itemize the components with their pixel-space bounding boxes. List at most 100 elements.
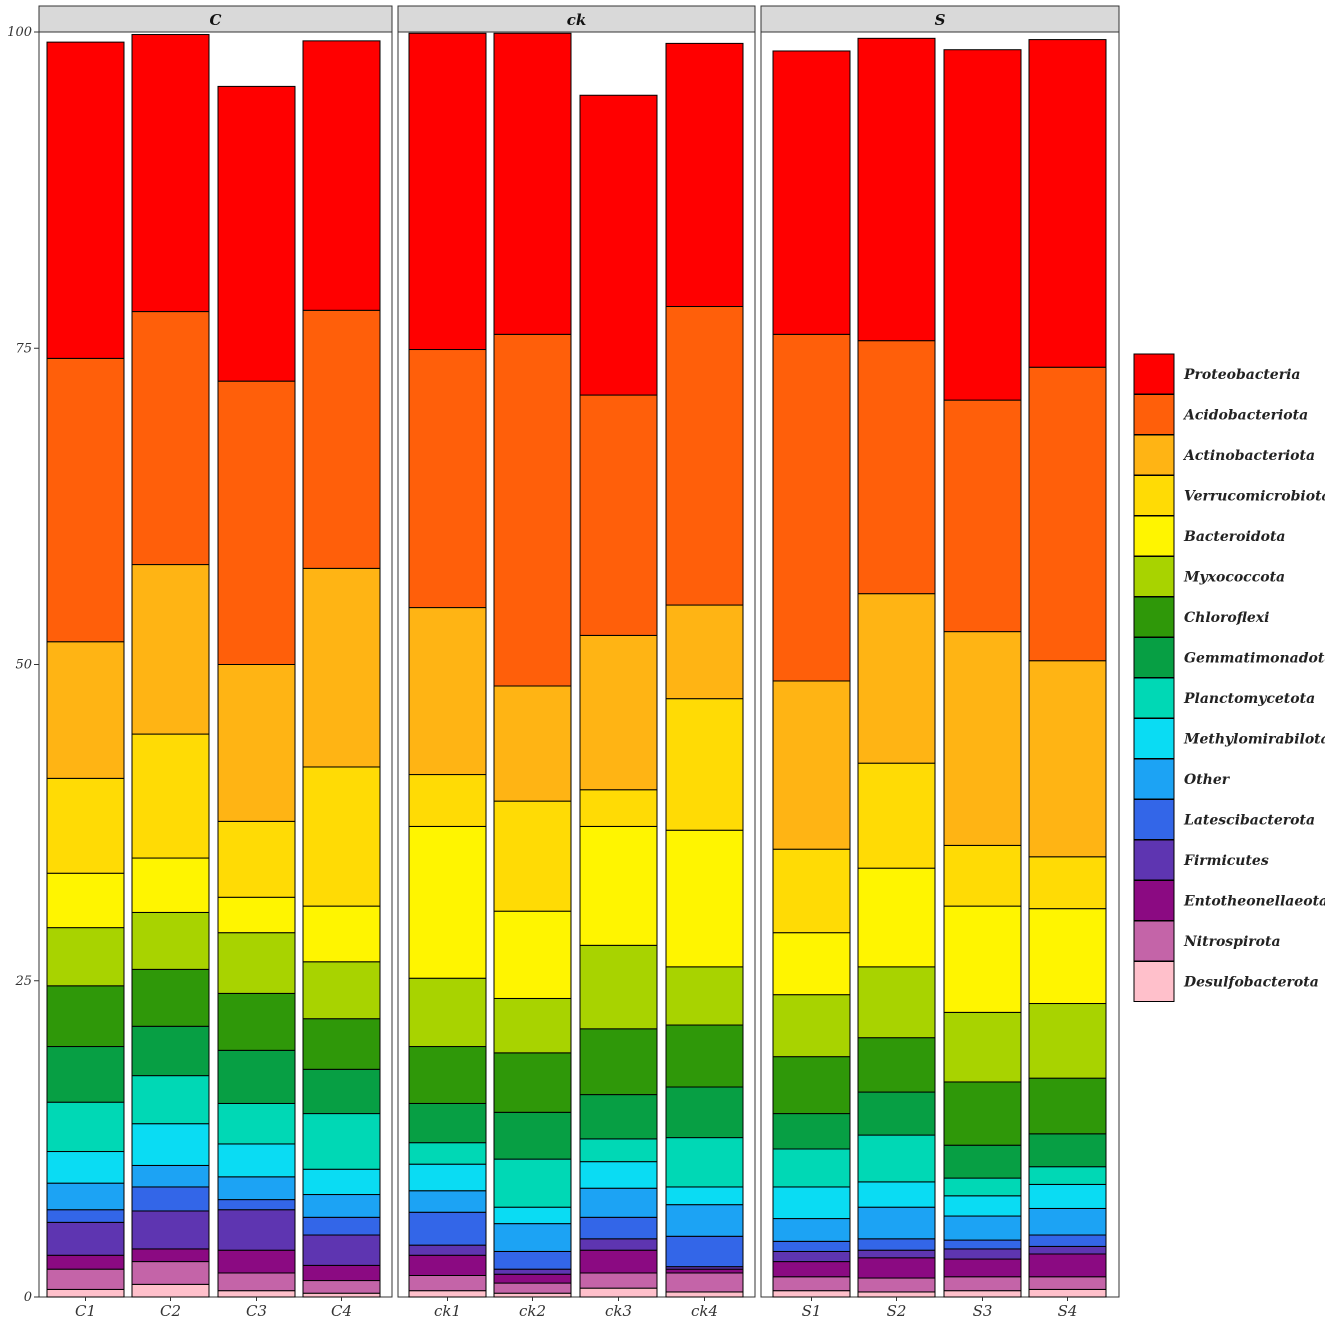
x-tick-label-C3: C3: [246, 1302, 267, 1319]
bar-segment-gemmatimonadota-ck3: [579, 1094, 658, 1140]
bar-segment-acidobacteriota-ck4: [665, 306, 744, 606]
bar-segment-methylomirabilota-C1: [46, 1151, 125, 1184]
legend-key-acidobacteriota: [1133, 394, 1175, 435]
bar-segment-nitrospirota-C1: [46, 1268, 125, 1290]
bar-segment-planctomycetota-C3: [217, 1102, 296, 1145]
bar-segment-bacteroidota-S1: [772, 932, 851, 996]
bar-segment-methylomirabilota-C4: [302, 1168, 381, 1196]
legend-key-nitrospirota: [1133, 920, 1175, 962]
x-tick-label-S1: S1: [802, 1302, 822, 1319]
bar-segment-myxococcota-S3: [943, 1011, 1022, 1083]
bar-segment-bacteroidota-ck1: [408, 825, 487, 979]
bar-segment-verrucomicrobiota-ck3: [579, 789, 658, 827]
legend-label-planctomycetota: Planctomycetota: [1183, 691, 1315, 707]
bar-segment-gemmatimonadota-ck1: [408, 1102, 487, 1144]
bar-segment-chloroflexi-S3: [943, 1081, 1022, 1146]
bar-segment-myxococcota-ck4: [665, 966, 744, 1026]
bar-segment-planctomycetota-S2: [857, 1134, 936, 1183]
bar-segment-chloroflexi-S1: [772, 1056, 851, 1115]
bar-segment-nitrospirota-C2: [131, 1261, 210, 1285]
bar-segment-planctomycetota-ck1: [408, 1142, 487, 1165]
bar-segment-actinobacteriota-C2: [131, 564, 210, 735]
bar-segment-other-C2: [131, 1164, 210, 1188]
bar-segment-verrucomicrobiota-ck2: [493, 800, 572, 912]
x-tick-label-ck2: ck2: [519, 1302, 546, 1319]
bar-segment-firmicutes-C3: [217, 1209, 296, 1251]
bar-segment-entotheonellaeota-S1: [772, 1261, 851, 1278]
bar-segment-desulfobacterota-ck4: [665, 1291, 744, 1298]
x-tick-label-ck4: ck4: [691, 1302, 718, 1319]
bar-segment-latescibacterota-C1: [46, 1209, 125, 1223]
bar-segment-acidobacteriota-S1: [772, 333, 851, 682]
bar-segment-planctomycetota-S1: [772, 1148, 851, 1188]
bar-segment-latescibacterota-S4: [1028, 1234, 1107, 1247]
bar-segment-entotheonellaeota-ck1: [408, 1254, 487, 1276]
bar-segment-myxococcota-C3: [217, 932, 296, 994]
y-tick-label: 0: [24, 1290, 32, 1305]
bar-segment-chloroflexi-C4: [302, 1018, 381, 1070]
legend-key-gemmatimonadota: [1133, 637, 1175, 678]
bar-segment-myxococcota-ck1: [408, 977, 487, 1048]
bar-segment-proteobacteria-C4: [302, 40, 381, 311]
bar-segment-chloroflexi-C1: [46, 985, 125, 1048]
bar-segment-verrucomicrobiota-S4: [1028, 856, 1107, 910]
bar-segment-firmicutes-ck1: [408, 1244, 487, 1256]
bar-segment-proteobacteria-S3: [943, 49, 1022, 401]
bar-segment-bacteroidota-ck4: [665, 829, 744, 968]
bar-segment-myxococcota-S4: [1028, 1003, 1107, 1079]
bar-segment-latescibacterota-C2: [131, 1186, 210, 1212]
bar-segment-chloroflexi-ck3: [579, 1028, 658, 1096]
bar-segment-entotheonellaeota-C1: [46, 1254, 125, 1270]
bar-segment-proteobacteria-C1: [46, 41, 125, 359]
bar-segment-nitrospirota-S1: [772, 1276, 851, 1292]
bar-segment-actinobacteriota-ck2: [493, 685, 572, 802]
bar-segment-actinobacteriota-ck1: [408, 607, 487, 776]
bar-segment-firmicutes-C2: [131, 1210, 210, 1250]
bar-segment-nitrospirota-C3: [217, 1272, 296, 1292]
bar-segment-methylomirabilota-S3: [943, 1195, 1022, 1217]
bar-segment-nitrospirota-ck1: [408, 1274, 487, 1292]
bar-segment-desulfobacterota-C1: [46, 1288, 125, 1298]
bar-segment-desulfobacterota-S3: [943, 1290, 1022, 1298]
bar-segment-desulfobacterota-ck2: [493, 1292, 572, 1298]
legend-label-bacteroidota: Bacteroidota: [1183, 529, 1286, 545]
legend-label-desulfobacterota: Desulfobacterota: [1183, 975, 1319, 991]
bar-segment-methylomirabilota-C2: [131, 1123, 210, 1166]
bar-segment-proteobacteria-ck1: [408, 32, 487, 351]
bar-segment-methylomirabilota-ck4: [665, 1186, 744, 1206]
bar-segment-entotheonellaeota-ck2: [493, 1273, 572, 1284]
bar-segment-proteobacteria-ck2: [493, 32, 572, 335]
x-tick-label-C4: C4: [331, 1302, 352, 1319]
legend-key-entotheonellaeota: [1133, 880, 1175, 921]
legend-key-verrucomicrobiota: [1133, 475, 1175, 516]
bar-segment-actinobacteriota-ck4: [665, 604, 744, 700]
bar-segment-actinobacteriota-C3: [217, 664, 296, 822]
bar-segment-actinobacteriota-S4: [1028, 660, 1107, 858]
bar-segment-entotheonellaeota-C3: [217, 1249, 296, 1274]
x-tick-label-S2: S2: [887, 1302, 907, 1319]
bar-segment-latescibacterota-ck2: [493, 1250, 572, 1270]
bar-segment-firmicutes-C1: [46, 1221, 125, 1256]
bar-segment-bacteroidota-ck2: [493, 910, 572, 999]
legend-label-chloroflexi: Chloroflexi: [1184, 610, 1269, 626]
bar-segment-methylomirabilota-S1: [772, 1186, 851, 1220]
bar-segment-proteobacteria-C2: [131, 34, 210, 313]
bar-segment-bacteroidota-C2: [131, 857, 210, 913]
y-tick-label: 75: [15, 341, 32, 356]
facet-label-S: S: [935, 11, 946, 29]
legend-key-chloroflexi: [1133, 596, 1175, 638]
bar-segment-other-C4: [302, 1194, 381, 1218]
bar-segment-planctomycetota-C1: [46, 1101, 125, 1153]
legend-label-entotheonellaeota: Entotheonellaeota: [1183, 894, 1325, 910]
bar-segment-planctomycetota-ck2: [493, 1158, 572, 1208]
bar-segment-nitrospirota-S4: [1028, 1276, 1107, 1290]
legend-key-firmicutes: [1133, 839, 1175, 881]
bar-segment-firmicutes-S1: [772, 1250, 851, 1263]
bar-segment-firmicutes-ck3: [579, 1238, 658, 1251]
legend-key-myxococcota: [1133, 556, 1175, 597]
bar-segment-other-ck3: [579, 1187, 658, 1218]
bar-segment-acidobacteriota-C3: [217, 380, 296, 665]
bar-segment-methylomirabilota-ck3: [579, 1161, 658, 1189]
bar-segment-verrucomicrobiota-C1: [46, 777, 125, 874]
bar-segment-acidobacteriota-S2: [857, 340, 936, 595]
